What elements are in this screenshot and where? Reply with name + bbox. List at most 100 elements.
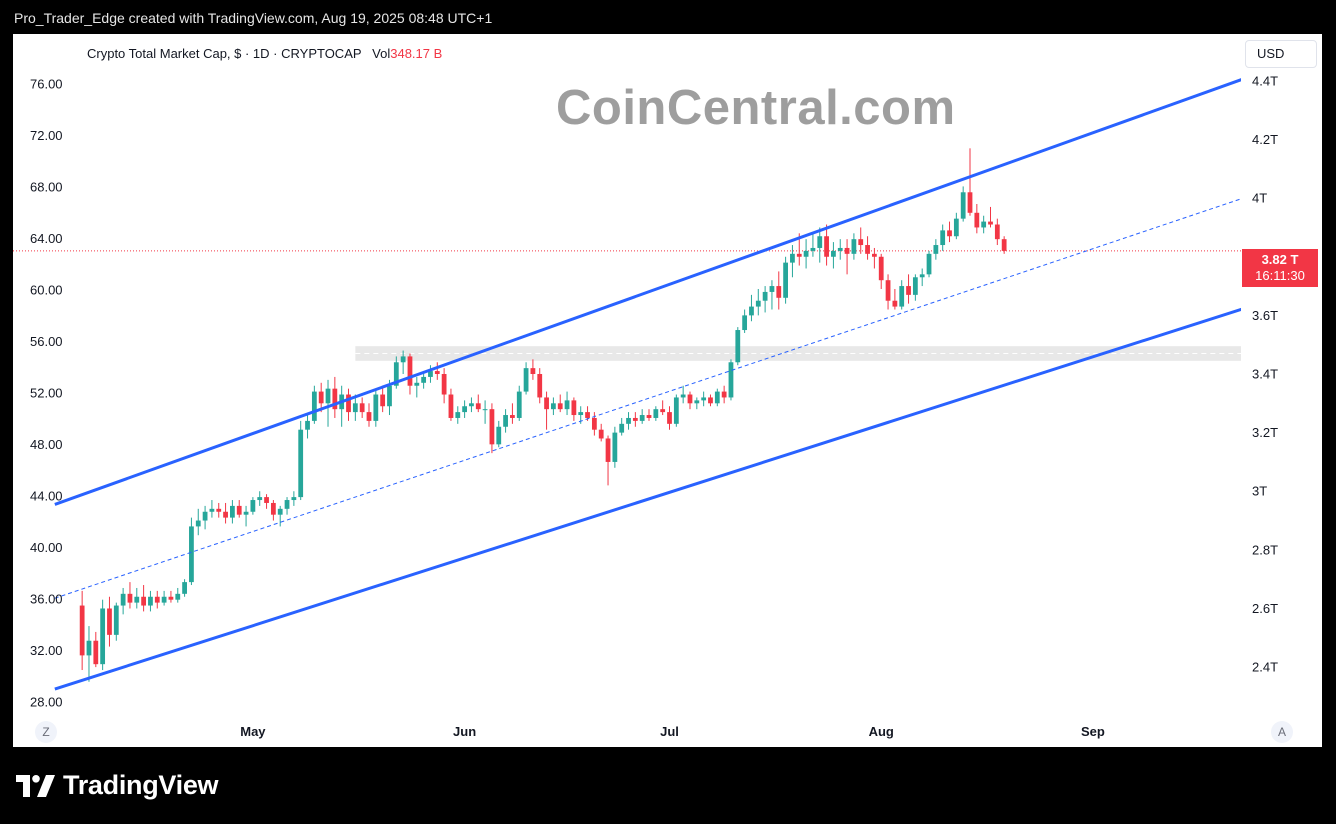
candle-down	[721, 385, 727, 404]
candle-body	[994, 224, 1000, 240]
candle-body	[298, 429, 304, 498]
candle-body	[557, 403, 563, 410]
candle-body	[223, 511, 228, 518]
candle-body	[714, 391, 720, 404]
candle-up	[639, 409, 645, 424]
candle-up	[523, 362, 529, 395]
candle-down	[776, 271, 782, 310]
candle-body	[120, 593, 126, 606]
candle-down	[994, 218, 1000, 246]
candle-up	[749, 294, 754, 322]
candle-body	[735, 330, 741, 363]
candle-up	[250, 497, 256, 515]
left-axis-tick-label: 76.00	[30, 77, 63, 92]
candle-up	[831, 242, 836, 269]
candle-down	[591, 412, 597, 436]
candle-up	[209, 500, 215, 518]
candle-down	[974, 204, 980, 234]
candle-down	[489, 403, 495, 454]
x-axis-tick-label: Aug	[869, 724, 894, 739]
candle-body	[776, 286, 782, 298]
tradingview-brand[interactable]: TradingView	[16, 770, 219, 801]
candle-body	[762, 291, 768, 301]
left-axis-tick-label: 68.00	[30, 180, 63, 195]
candle-body	[434, 371, 440, 374]
candle-down	[858, 227, 864, 254]
candle-body	[646, 415, 652, 418]
candle-up	[701, 391, 707, 407]
chart-panel[interactable]: 76.00 72.00 68.00 64.00 60.00 56.00 52.00 48.00…	[13, 34, 1322, 747]
left-axis-tick-label: 64.00	[30, 231, 63, 246]
candle-body	[352, 403, 358, 413]
candle-body	[346, 394, 351, 413]
price-chart[interactable]: 76.00 72.00 68.00 64.00 60.00 56.00 52.00 48.00…	[13, 34, 1322, 747]
candle-up	[298, 420, 304, 501]
candle-up	[762, 286, 768, 313]
candle-body	[93, 640, 99, 665]
candle-body	[168, 596, 174, 600]
candle-up	[325, 379, 331, 427]
candle-down	[441, 368, 447, 404]
candle-body	[653, 409, 659, 418]
candle-down	[510, 403, 515, 424]
candle-body	[209, 508, 215, 512]
candle-body	[475, 403, 481, 410]
candle-down	[332, 376, 338, 418]
candle-down	[632, 412, 638, 427]
candle-down	[236, 500, 242, 518]
candle-down	[687, 391, 693, 410]
zoom-reset-button[interactable]: Z	[35, 721, 57, 743]
candle-body	[749, 306, 754, 316]
volume-label: Vol	[372, 46, 391, 61]
candle-body	[161, 596, 167, 603]
candle-body	[926, 253, 932, 275]
candle-down	[544, 391, 549, 430]
candle-down	[824, 224, 829, 266]
candle-body	[912, 277, 918, 295]
candle-body	[755, 300, 761, 307]
candle-up	[926, 250, 932, 278]
candle-up	[175, 587, 181, 603]
left-axis-tick-label: 60.00	[30, 283, 63, 298]
candle-up	[284, 497, 290, 515]
candle-down	[223, 502, 228, 524]
candle-up	[421, 371, 427, 389]
candle-up	[352, 394, 358, 421]
candle-body	[469, 403, 474, 407]
x-axis-tick-label: Jul	[660, 724, 679, 739]
candle-up	[612, 426, 618, 468]
candle-body	[503, 415, 508, 427]
candle-body	[639, 415, 645, 421]
candle-body	[919, 274, 925, 278]
candle-body	[414, 382, 420, 386]
candle-up	[257, 491, 263, 506]
candle-up	[680, 385, 686, 404]
candle-body	[537, 374, 543, 398]
currency-button[interactable]: USD	[1245, 40, 1317, 68]
tradingview-logo-icon	[16, 774, 55, 797]
candle-body	[571, 400, 577, 416]
candle-up	[742, 309, 748, 333]
candle-body	[974, 212, 980, 228]
candle-body	[284, 500, 290, 509]
candle-down	[646, 409, 652, 421]
candle-body	[530, 368, 536, 374]
candle-body	[400, 356, 406, 363]
candle-body	[988, 221, 993, 225]
auto-scale-button[interactable]: A	[1271, 721, 1293, 743]
candle-up	[626, 412, 631, 430]
left-axis-tick-label: 72.00	[30, 128, 63, 143]
right-axis-tick-label: 4T	[1252, 191, 1267, 206]
candle-down	[967, 148, 973, 216]
candle-up	[981, 215, 987, 234]
candle-up	[100, 599, 106, 671]
candle-body	[947, 230, 952, 237]
candle-body	[86, 640, 92, 656]
candle-down	[127, 582, 133, 609]
candle-up	[673, 394, 679, 427]
candle-body	[626, 417, 631, 424]
candle-body	[796, 253, 802, 257]
candle-up	[148, 590, 153, 612]
x-axis-tick-label: Jun	[453, 724, 476, 739]
x-axis-tick-label: May	[240, 724, 266, 739]
